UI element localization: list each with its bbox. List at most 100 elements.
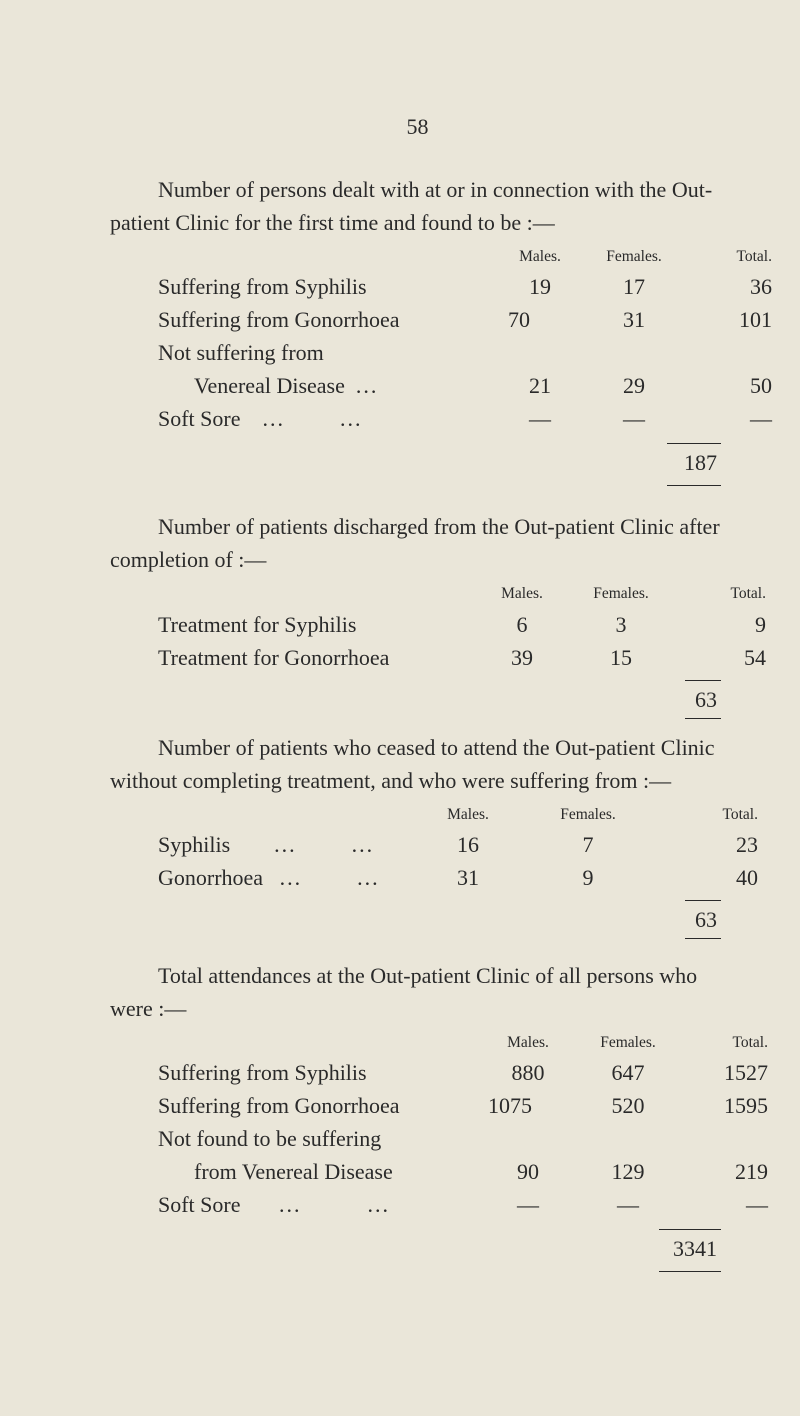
blank xyxy=(158,245,496,270)
total-value: 63 xyxy=(695,903,721,936)
blank xyxy=(678,1122,768,1155)
row-f: — xyxy=(578,1188,678,1221)
blank xyxy=(584,336,684,369)
total-3: 63 xyxy=(110,896,725,941)
row-m: 90 xyxy=(478,1155,578,1188)
row-f: 129 xyxy=(578,1155,678,1188)
row-m: 39 xyxy=(478,641,566,674)
rule xyxy=(685,718,721,719)
col-total: Total. xyxy=(684,245,772,270)
row-t: 219 xyxy=(678,1155,768,1188)
row-m: — xyxy=(478,1188,578,1221)
col-males: Males. xyxy=(408,803,528,828)
row-f: 17 xyxy=(584,270,684,303)
label-text: Gonorrhoea xyxy=(158,865,263,890)
row-label: Not found to be suffering xyxy=(158,1122,478,1155)
blank xyxy=(684,336,772,369)
blank xyxy=(478,1122,578,1155)
total-2: 63 xyxy=(110,676,725,721)
label-text: Soft Sore xyxy=(158,1192,241,1217)
col-males: Males. xyxy=(496,245,584,270)
row-t: 1595 xyxy=(678,1089,768,1122)
row-label: Treatment for Syphilis xyxy=(158,608,478,641)
row-m: 1075 xyxy=(478,1089,578,1122)
row-label: Suffering from Gonorrhoea xyxy=(158,303,496,336)
row-f: 31 xyxy=(584,303,684,336)
table-1: Males. Females. Total. Suffering from Sy… xyxy=(158,245,725,435)
rule xyxy=(659,1271,721,1272)
dots: ... xyxy=(280,865,303,890)
row-label: Suffering from Syphilis xyxy=(158,1056,478,1089)
dots: ... xyxy=(356,373,379,398)
blank xyxy=(496,336,584,369)
total-4: 3341 xyxy=(110,1223,725,1272)
blank xyxy=(158,1031,478,1056)
blank xyxy=(578,1122,678,1155)
row-m: 21 xyxy=(496,369,584,402)
col-females: Females. xyxy=(578,1031,678,1056)
col-females: Females. xyxy=(566,582,676,607)
label-text: Suffering from Gonorrhoea xyxy=(158,307,400,332)
page-number: 58 xyxy=(110,110,725,143)
intro-paragraph-1: Number of persons dealt with at or in co… xyxy=(110,173,725,239)
rule xyxy=(667,443,721,444)
dots: ... xyxy=(274,832,297,857)
row-t: 50 xyxy=(684,369,772,402)
intro-paragraph-2: Number of patients discharged from the O… xyxy=(110,510,725,576)
row-t: 40 xyxy=(648,861,758,894)
blank xyxy=(158,803,408,828)
row-m: 70 xyxy=(496,303,584,336)
row-label: Soft Sore ... ... xyxy=(158,402,496,435)
row-m: 880 xyxy=(478,1056,578,1089)
dots: ... xyxy=(279,1192,302,1217)
row-t: 9 xyxy=(676,608,766,641)
row-m: — xyxy=(496,402,584,435)
total-value: 3341 xyxy=(673,1232,721,1265)
rule xyxy=(685,938,721,939)
col-males: Males. xyxy=(478,582,566,607)
rule xyxy=(685,900,721,901)
row-f: 647 xyxy=(578,1056,678,1089)
row-label: Syphilis ... ... xyxy=(158,828,408,861)
row-f: 3 xyxy=(566,608,676,641)
row-t: 23 xyxy=(648,828,758,861)
row-m: 6 xyxy=(478,608,566,641)
label-text: Soft Sore xyxy=(158,406,241,431)
row-m: 31 xyxy=(408,861,528,894)
total-value: 63 xyxy=(695,683,721,716)
row-t: — xyxy=(678,1188,768,1221)
col-males: Males. xyxy=(478,1031,578,1056)
row-label: from Venereal Disease xyxy=(158,1155,478,1188)
row-m: 19 xyxy=(496,270,584,303)
rule xyxy=(659,1229,721,1230)
rule xyxy=(667,485,721,486)
label-text: Syphilis xyxy=(158,832,230,857)
row-t: 101 xyxy=(684,303,772,336)
row-f: 29 xyxy=(584,369,684,402)
col-total: Total. xyxy=(678,1031,768,1056)
row-f: 7 xyxy=(528,828,648,861)
dots: ... xyxy=(263,406,286,431)
row-t: — xyxy=(684,402,772,435)
intro-paragraph-3: Number of patients who ceased to attend … xyxy=(110,731,725,797)
row-t: 36 xyxy=(684,270,772,303)
total-1: 187 xyxy=(110,437,725,486)
row-f: 15 xyxy=(566,641,676,674)
col-females: Females. xyxy=(528,803,648,828)
table-2: Males. Females. Total. Treatment for Syp… xyxy=(158,582,725,673)
dots: ... xyxy=(340,406,363,431)
row-label: Treatment for Gonorrhoea xyxy=(158,641,478,674)
table-4: Males. Females. Total. Suffering from Sy… xyxy=(158,1031,725,1221)
col-total: Total. xyxy=(648,803,758,828)
row-label: Suffering from Gonorrhoea xyxy=(158,1089,478,1122)
table-3: Males. Females. Total. Syphilis ... ... … xyxy=(158,803,725,894)
col-total: Total. xyxy=(676,582,766,607)
rule xyxy=(685,680,721,681)
row-f: 520 xyxy=(578,1089,678,1122)
row-t: 54 xyxy=(676,641,766,674)
intro-paragraph-4: Total attendances at the Out-patient Cli… xyxy=(110,959,725,1025)
col-females: Females. xyxy=(584,245,684,270)
row-label: Gonorrhoea ... ... xyxy=(158,861,408,894)
row-label: Suffering from Syphilis xyxy=(158,270,496,303)
row-label: Soft Sore ... ... xyxy=(158,1188,478,1221)
